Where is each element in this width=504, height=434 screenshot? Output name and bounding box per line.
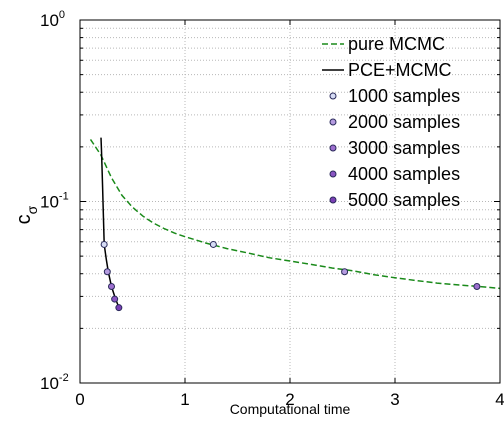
x-tick-label: 3 [390, 390, 399, 409]
x-axis-label: Computational time [230, 401, 351, 417]
marker-3000-samples [473, 283, 481, 291]
y-tick-label: 10-2 [40, 372, 69, 393]
legend-label: pure MCMC [348, 34, 445, 54]
legend-label: 2000 samples [348, 112, 460, 132]
marker-1000-samples [209, 240, 217, 248]
legend-entry: 1000 samples [329, 86, 460, 106]
x-axis-ticks: 0 1 2 3 4 [75, 20, 504, 409]
y-axis-label-subscript: σ [24, 205, 40, 214]
data-markers [100, 240, 481, 312]
y-tick-base: 10 [40, 193, 59, 212]
legend-entry: PCE+MCMC [322, 60, 452, 80]
legend: pure MCMC PCE+MCMC 1000 samples 2000 sample… [322, 34, 460, 210]
y-tick-base: 10 [40, 374, 59, 393]
y-axis-label: cσ [13, 205, 40, 224]
marker-2000-samples [103, 268, 111, 276]
legend-entry: 2000 samples [329, 112, 460, 132]
grid [80, 20, 500, 383]
legend-marker-swatch [329, 170, 337, 178]
marker-3000-samples [108, 283, 115, 291]
y-tick-label: 10-1 [40, 191, 69, 212]
y-tick-exponent: 0 [59, 9, 65, 21]
x-tick-label: 4 [495, 390, 504, 409]
marker-4000-samples [111, 295, 119, 303]
legend-entry: 3000 samples [329, 138, 460, 158]
marker-2000-samples [341, 268, 349, 276]
y-tick-exponent: -2 [59, 372, 69, 384]
legend-label: 3000 samples [348, 138, 460, 158]
marker-5000-samples [115, 304, 123, 312]
legend-entry: 4000 samples [329, 164, 460, 184]
legend-entry: 5000 samples [329, 190, 460, 210]
marker-1000-samples [100, 240, 108, 248]
legend-label: 5000 samples [348, 190, 460, 210]
legend-label: PCE+MCMC [348, 60, 452, 80]
y-axis-label-main: c [13, 214, 35, 224]
legend-label: 1000 samples [348, 86, 460, 106]
legend-marker-swatch [329, 144, 337, 152]
y-tick-label: 100 [40, 9, 65, 30]
legend-entry: pure MCMC [322, 34, 445, 54]
y-tick-base: 10 [40, 11, 59, 30]
legend-label: 4000 samples [348, 164, 460, 184]
y-tick-exponent: -1 [59, 191, 69, 203]
legend-marker-swatch [329, 118, 337, 126]
legend-marker-swatch [329, 196, 337, 204]
svg-text:cσ: cσ [13, 205, 40, 224]
x-tick-label: 0 [75, 390, 84, 409]
x-tick-label: 2 [285, 390, 294, 409]
x-tick-label: 1 [180, 390, 189, 409]
legend-marker-swatch [329, 92, 337, 100]
